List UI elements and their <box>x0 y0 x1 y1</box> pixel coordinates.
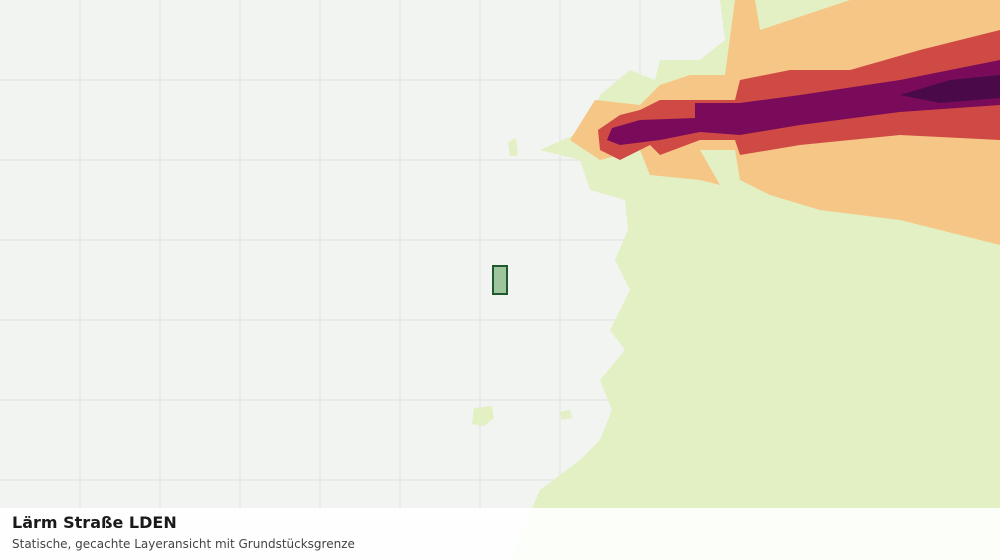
noise-zone-low <box>560 410 572 420</box>
noise-zone-extreme <box>900 75 1000 103</box>
caption-subtitle: Statische, gecachte Layeransicht mit Gru… <box>12 537 355 551</box>
noise-zone-low <box>472 406 494 426</box>
caption-title: Lärm Straße LDEN <box>12 513 177 532</box>
noise-zone-low <box>508 138 518 156</box>
caption-bar <box>0 508 1000 560</box>
noise-zone-very-high <box>607 60 1000 145</box>
parcel-boundary <box>492 265 508 295</box>
